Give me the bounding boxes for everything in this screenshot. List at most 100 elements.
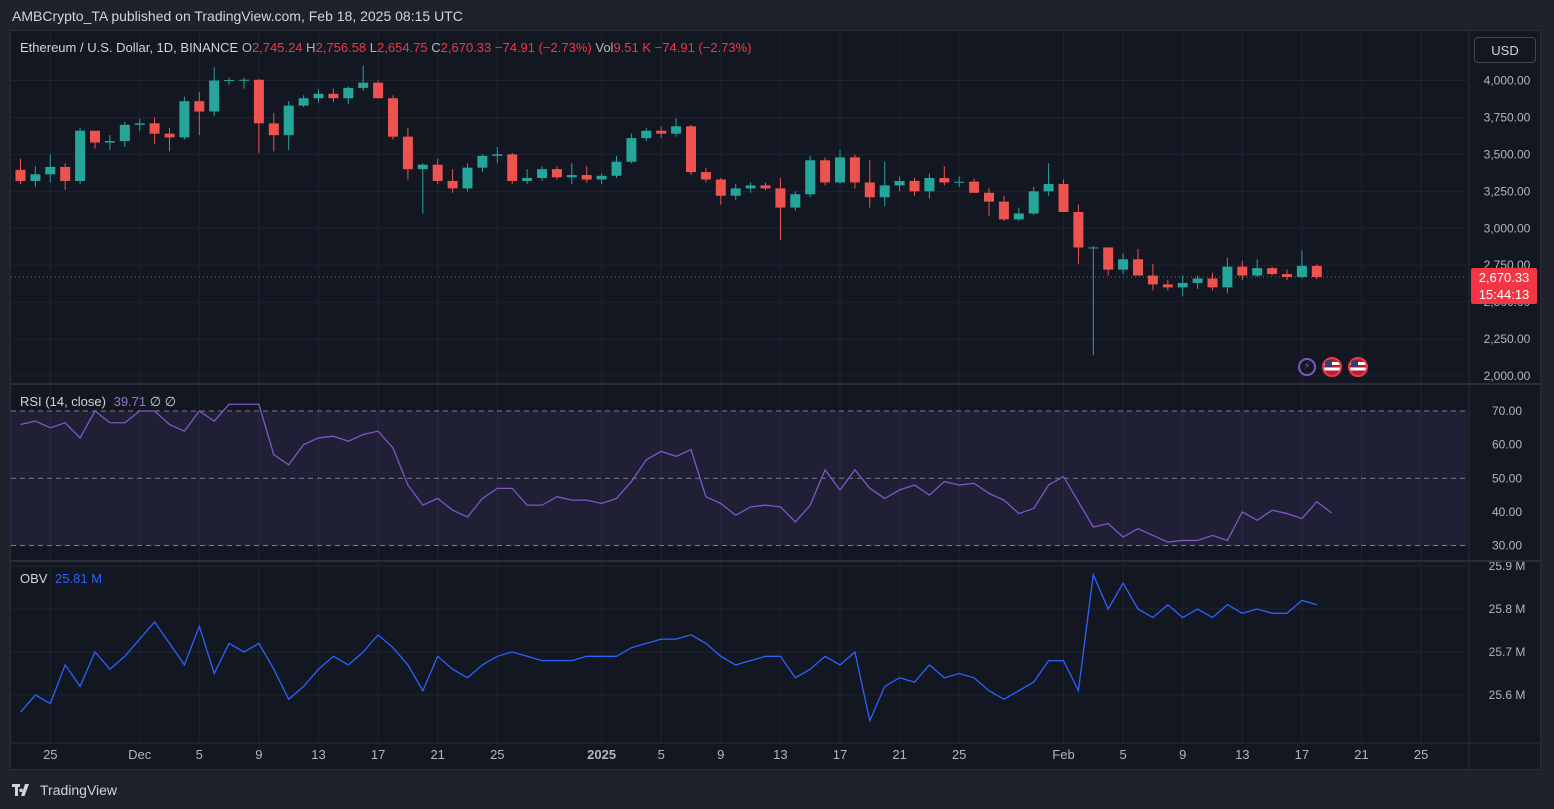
low-value: 2,654.75 [377,40,428,55]
candle-body [760,185,771,189]
candle-body [104,141,115,143]
symbol-legend: Ethereum / U.S. Dollar, 1D, BINANCE O2,7… [20,40,752,55]
candle-body [998,201,1009,220]
time-tick-label: 5 [1119,747,1126,762]
candle-body [700,172,711,180]
candle-up [596,173,607,184]
time-tick-label: 9 [717,747,724,762]
candle-body [477,155,488,168]
candle-down [164,127,175,152]
time-tick-label: 9 [255,747,262,762]
candle-body [894,180,905,186]
candle-body [745,185,756,189]
candle-body [224,80,235,82]
candle-body [1177,282,1188,288]
candle-body [954,181,965,183]
candle-up [1028,186,1039,215]
time-tick-label: Dec [128,747,152,762]
candle-down [90,130,100,149]
candle-body [60,166,71,181]
price-tick-label: 3,250.00 [1484,184,1531,198]
candle-down [1237,260,1248,280]
low-label: L [369,40,378,55]
candle-down [775,178,786,241]
obv-label: OBV [20,571,48,586]
last-price: 2,670.33 [1478,270,1530,285]
candle-body [1267,268,1278,275]
candle-body [313,93,324,99]
candle-up [30,166,41,187]
candle-up [283,101,294,150]
candle-down [969,178,980,193]
candle-down [909,178,920,196]
high-label: H [306,40,316,55]
chart-frame[interactable]: 4,000.00 3,750.00 3,500.00 3,250.00 3,000.00… [10,30,1541,770]
candle-body [1103,247,1114,270]
candle-body [715,179,726,196]
candle-body [45,166,56,175]
close-value: 2,670.33 [440,40,492,55]
time-tick-label: 21 [892,747,906,762]
symbol-title: Ethereum / U.S. Dollar, 1D, BINANCE [20,40,239,55]
candle-down [1058,179,1069,212]
candle-down [1133,248,1143,276]
candle-down [998,195,1009,221]
candles [11,65,1467,356]
time-tick-label: 25 [952,747,966,762]
candle-up [894,176,905,192]
candle-body [253,79,264,124]
candle-down [268,113,279,152]
candle-body [179,101,190,138]
candle-up [209,67,220,116]
candle-down [700,167,711,183]
price-tick-label: 4,000.00 [1484,74,1531,88]
chart-canvas[interactable]: 4,000.00 3,750.00 3,500.00 3,250.00 3,000.00… [11,31,1541,770]
candle-up [954,176,965,187]
candle-body [537,169,547,179]
candle-down [149,117,160,145]
candle-up [924,173,935,199]
candle-down [686,124,696,176]
time-tick-label: 25 [43,747,57,762]
candle-up [45,154,56,183]
candle-down [1207,272,1218,291]
candle-body [462,167,473,189]
candle-down [328,88,339,102]
candle-body [1043,183,1054,192]
time-tick-label: 21 [1354,747,1368,762]
candle-down [15,158,26,184]
candle-up [239,77,249,89]
candle-up [134,118,145,131]
candle-body [15,169,26,181]
price-tick-label: 2,250.00 [1484,332,1531,346]
currency-button[interactable]: USD [1474,37,1536,63]
time-tick-label: 13 [773,747,787,762]
rsi-legend: RSI (14, close) 39.71 ∅ ∅ [20,394,176,410]
rsi-tick-label: 70.00 [1492,404,1522,418]
candle-body [835,157,845,183]
us-flag-icon[interactable] [1322,357,1342,377]
event-icons[interactable]: ⚡ [1298,357,1368,377]
candle-down [447,169,458,193]
candle-up [522,169,533,184]
us-flag-icon[interactable] [1348,357,1368,377]
obv-tick-label: 25.7 M [1489,645,1526,659]
candle-body [149,123,160,134]
candle-down [507,152,518,184]
candle-up [462,163,473,192]
candle-body [1162,284,1173,288]
candle-body [75,130,86,181]
candle-body [1118,259,1129,270]
candle-up [1043,163,1054,196]
rsi-band-fill [11,411,1467,546]
rsi-line [20,403,1333,543]
candle-down [760,182,771,190]
time-tick-label: 17 [371,747,385,762]
candle-down [581,166,592,183]
dividend-event-icon[interactable]: ⚡ [1298,358,1316,376]
vol-value: 9.51 K [613,40,652,55]
candle-body [626,138,637,162]
obv-legend: OBV 25.81 M [20,571,102,586]
candle-body [492,154,503,156]
candle-up [537,166,547,181]
